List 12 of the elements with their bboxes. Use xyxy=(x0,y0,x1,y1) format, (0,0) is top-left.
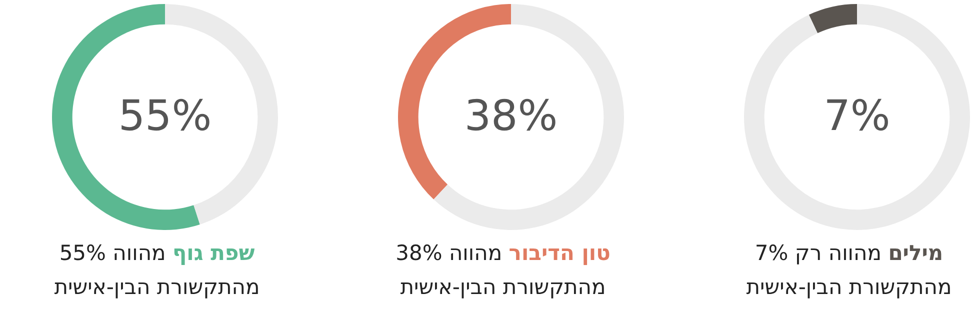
data-label: 55% xyxy=(118,90,212,140)
text: מהתקשורת הבין-אישית xyxy=(745,274,953,301)
text: מהווה רק 7% xyxy=(754,241,882,265)
text: מהתקשורת הבין-אישית xyxy=(399,274,607,301)
text: שפת גוף xyxy=(172,241,255,265)
text: מילים xyxy=(888,241,944,265)
text: טון הדיבור xyxy=(508,241,610,265)
data-label: 38% xyxy=(464,90,558,140)
text: מהתקשורת הבין-אישית xyxy=(53,274,261,301)
text: מהווה 38% xyxy=(396,241,504,265)
data-label: 7% xyxy=(824,90,890,140)
text: מהווה 55% xyxy=(59,241,167,265)
